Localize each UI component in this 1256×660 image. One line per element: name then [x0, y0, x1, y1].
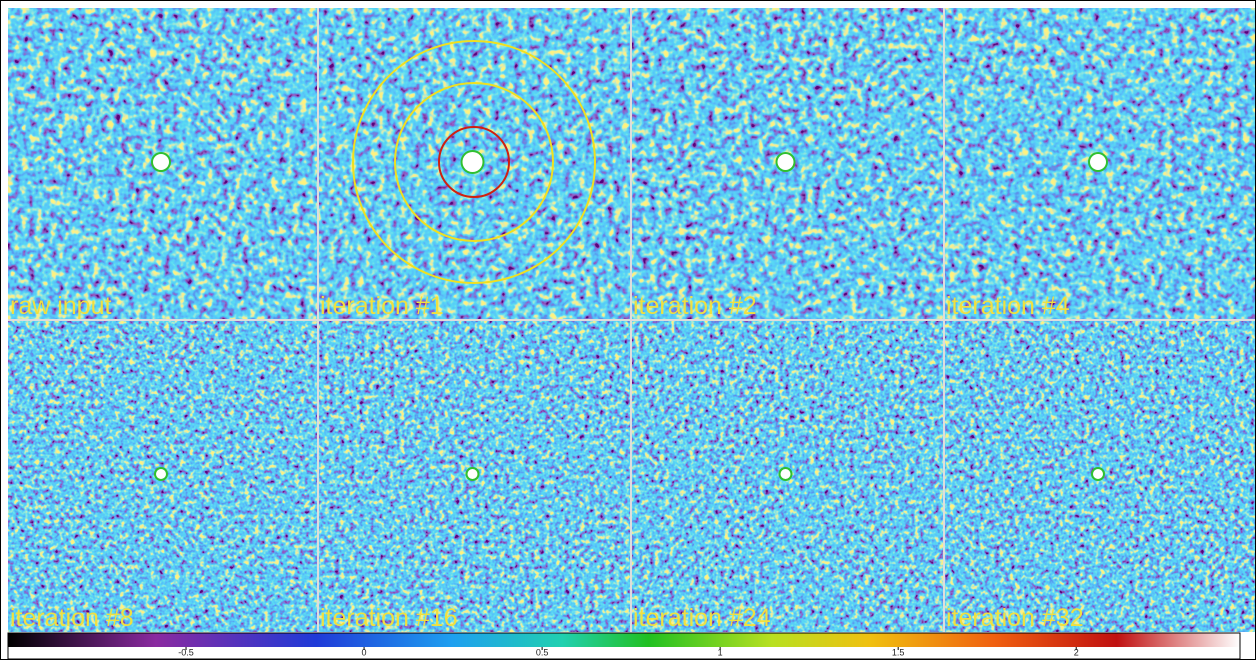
panel-label: iteration #1	[320, 292, 444, 320]
source	[463, 152, 483, 172]
panel-label: iteration #4	[946, 292, 1070, 320]
tick-label: 2	[1074, 647, 1079, 657]
tick-label: 0	[362, 647, 367, 657]
panel-label: iteration #24	[633, 604, 771, 632]
panel-label: iteration #8	[10, 604, 134, 632]
panel-label: raw input	[10, 292, 111, 320]
tick-label: 1.5	[892, 647, 905, 657]
source	[156, 469, 166, 479]
source	[468, 469, 478, 479]
colorbar	[8, 633, 1240, 647]
tick-label: 1	[718, 647, 723, 657]
source	[153, 154, 169, 170]
source	[778, 154, 794, 170]
tick-label: 0.5	[536, 647, 549, 657]
panel-label: iteration #2	[633, 292, 757, 320]
source	[781, 469, 791, 479]
source	[1090, 154, 1106, 170]
source	[1093, 469, 1103, 479]
figure: raw input iteration #1 iteration #2 iterati…	[0, 0, 1256, 660]
panel-label: iteration #32	[946, 604, 1084, 632]
tick-label: -0.5	[178, 647, 194, 657]
panel-label: iteration #16	[320, 604, 458, 632]
